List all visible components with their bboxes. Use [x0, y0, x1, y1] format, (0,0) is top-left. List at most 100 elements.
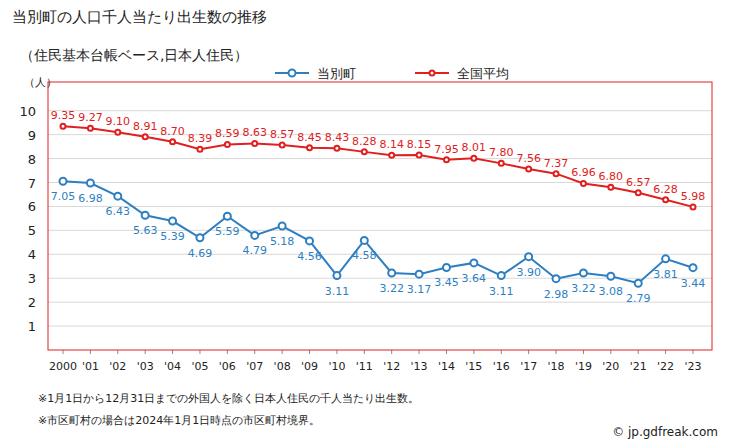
data-label: 7.05 [51, 190, 76, 203]
x-tick-label: '17 [520, 360, 537, 373]
point [114, 193, 121, 200]
data-label: 4.69 [188, 247, 213, 260]
x-tick [528, 350, 529, 354]
point [525, 253, 532, 260]
point [169, 218, 176, 225]
point [553, 275, 560, 282]
data-label: 4.56 [297, 250, 322, 263]
data-label: 6.57 [626, 176, 651, 189]
x-tick [638, 350, 639, 354]
y-tick-label: 3 [28, 271, 36, 286]
marks [60, 124, 697, 287]
data-label: 3.44 [681, 277, 706, 290]
x-tick-label: 2000 [49, 360, 77, 373]
point [87, 179, 94, 186]
x-tick [309, 350, 310, 354]
point [307, 145, 312, 150]
data-label: 3.64 [462, 272, 487, 285]
legend-label: 当別町 [317, 66, 356, 81]
point [88, 126, 93, 131]
y-tick-label: 7 [28, 176, 36, 191]
data-label: 8.70 [160, 125, 185, 138]
grid-line [48, 158, 712, 159]
y-tick-label: 2 [28, 295, 36, 310]
x-tick [391, 350, 392, 354]
data-label: 8.15 [407, 138, 432, 151]
point [443, 264, 450, 271]
data-label: 8.57 [270, 128, 295, 141]
y-tick-label: 9 [28, 128, 36, 143]
point [252, 141, 257, 146]
data-label: 5.98 [681, 190, 706, 203]
data-label: 8.59 [215, 127, 240, 140]
data-label: 6.28 [653, 183, 678, 196]
note: ※市区町村の場合は2024年1月1日時点の市区町村境界。 [38, 414, 320, 427]
data-label: 8.14 [379, 138, 404, 151]
point [389, 153, 394, 158]
x-tick-label: '18 [548, 360, 565, 373]
x-tick [172, 350, 173, 354]
chart: 当別町の人口千人当たり出生数の推移（住民基本台帳ベース,日本人住民）（人）123… [0, 0, 729, 445]
data-label: 8.45 [297, 131, 322, 144]
point [607, 273, 614, 280]
x-tick [473, 350, 474, 354]
data-label: 8.43 [325, 131, 350, 144]
series-line [63, 181, 693, 283]
point [306, 237, 313, 244]
x-tick-label: '03 [137, 360, 154, 373]
data-label: 8.39 [188, 132, 213, 145]
point [142, 212, 149, 219]
point [663, 197, 668, 202]
y-tick-label: 4 [28, 247, 36, 262]
x-tick-label: '13 [411, 360, 428, 373]
data-label: 3.11 [325, 285, 350, 298]
data-label: 2.79 [626, 292, 651, 305]
data-label: 6.98 [78, 192, 103, 205]
x-tick [336, 350, 337, 354]
point [470, 259, 477, 266]
x-tick [117, 350, 118, 354]
plot-frame [48, 82, 712, 350]
y-tick-label: 5 [28, 223, 36, 238]
x-tick [501, 350, 502, 354]
data-label: 5.59 [215, 225, 240, 238]
source: © jp.gdfreak.com [612, 425, 718, 439]
x-tick-label: '11 [356, 360, 373, 373]
x-tick-label: '05 [191, 360, 208, 373]
y-tick-label: 6 [28, 199, 36, 214]
data-label: 4.79 [242, 244, 267, 257]
x-tick [199, 350, 200, 354]
x-tick-label: '15 [465, 360, 482, 373]
x-tick [282, 350, 283, 354]
point [608, 185, 613, 190]
x-tick [693, 350, 694, 354]
x-tick [254, 350, 255, 354]
x-tick-label: '23 [684, 360, 701, 373]
data-label: 6.80 [599, 170, 624, 183]
data-label: 8.01 [462, 141, 487, 154]
data-label: 2.98 [544, 288, 569, 301]
point [115, 130, 120, 135]
data-label: 5.63 [133, 224, 158, 237]
x-tick [364, 350, 365, 354]
point [279, 223, 286, 230]
x-tick [227, 350, 228, 354]
data-label: 8.63 [242, 126, 267, 139]
x-tick-label: '20 [602, 360, 619, 373]
data-label: 7.80 [489, 146, 514, 159]
point [361, 237, 368, 244]
data-label: 5.39 [160, 230, 185, 243]
x-tick-label: '07 [246, 360, 263, 373]
point [61, 124, 66, 129]
x-tick [419, 350, 420, 354]
x-tick [665, 350, 666, 354]
note: ※1月1日から12月31日までの外国人を除く日本人住民の千人当たり出生数。 [38, 392, 419, 405]
data-label: 4.58 [352, 249, 377, 262]
point [196, 234, 203, 241]
point [662, 255, 669, 262]
x-tick-label: '08 [274, 360, 291, 373]
point [498, 272, 505, 279]
series-line [63, 126, 693, 207]
x-tick [90, 350, 91, 354]
x-tick-label: '09 [301, 360, 318, 373]
